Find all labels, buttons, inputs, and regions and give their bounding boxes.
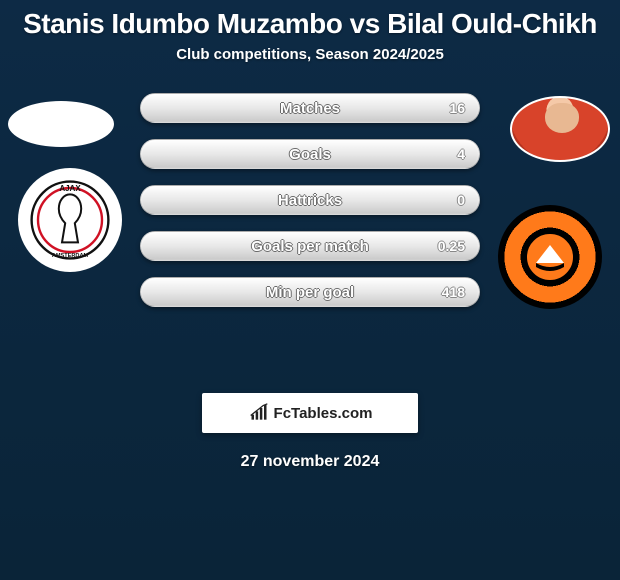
- stat-row-gpm: Goals per match 0.25: [140, 231, 480, 261]
- stat-right-value: 4: [457, 140, 465, 168]
- bar-chart-icon: [248, 403, 270, 423]
- stat-row-goals: Goals 4: [140, 139, 480, 169]
- player-right-photo: [510, 96, 610, 162]
- comparison-main: AJAX AMSTERDAM Matches 16 Goals 4: [0, 93, 620, 393]
- stat-label: Hattricks: [141, 186, 479, 214]
- svg-text:AJAX: AJAX: [59, 184, 81, 193]
- stat-bars: Matches 16 Goals 4 Hattricks 0 Goals per…: [140, 93, 480, 323]
- ajax-crest-icon: AJAX AMSTERDAM: [30, 180, 110, 260]
- stat-right-value: 16: [449, 94, 465, 122]
- page-title: Stanis Idumbo Muzambo vs Bilal Ould-Chik…: [0, 0, 620, 46]
- stat-row-mpg: Min per goal 418: [140, 277, 480, 307]
- stat-label: Matches: [141, 94, 479, 122]
- comparison-card: Stanis Idumbo Muzambo vs Bilal Ould-Chik…: [0, 0, 620, 471]
- club-left-badge: AJAX AMSTERDAM: [18, 168, 122, 272]
- brand-box[interactable]: FcTables.com: [202, 393, 418, 433]
- stat-right-value: 0.25: [438, 232, 465, 260]
- stat-row-matches: Matches 16: [140, 93, 480, 123]
- club-right-badge: [498, 205, 602, 309]
- stat-right-value: 418: [442, 278, 465, 306]
- snapshot-date: 27 november 2024: [0, 453, 620, 471]
- page-subtitle: Club competitions, Season 2024/2025: [0, 46, 620, 63]
- svg-text:AMSTERDAM: AMSTERDAM: [52, 253, 89, 259]
- stat-label: Goals per match: [141, 232, 479, 260]
- volendam-crest-icon: [523, 230, 577, 284]
- stat-label: Min per goal: [141, 278, 479, 306]
- player-left-photo: [8, 101, 114, 147]
- stat-label: Goals: [141, 140, 479, 168]
- stat-right-value: 0: [457, 186, 465, 214]
- brand-text: FcTables.com: [274, 405, 373, 422]
- stat-row-hattricks: Hattricks 0: [140, 185, 480, 215]
